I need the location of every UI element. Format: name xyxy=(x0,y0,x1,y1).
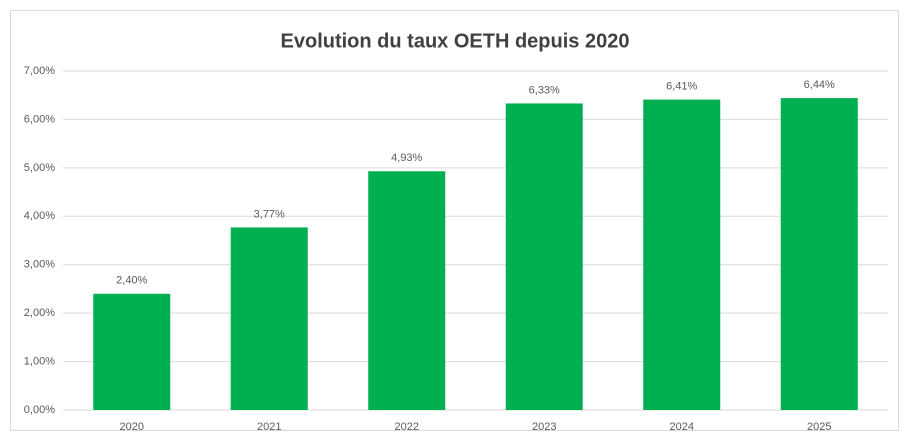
data-label: 3,77% xyxy=(254,208,285,220)
data-label: 2,40% xyxy=(116,275,147,287)
x-tick-label: 2025 xyxy=(807,421,831,433)
bar xyxy=(643,99,721,410)
data-label: 4,93% xyxy=(391,152,422,164)
data-label: 6,41% xyxy=(666,80,697,92)
bar xyxy=(93,293,171,410)
x-tick-label: 2023 xyxy=(532,421,556,433)
bar xyxy=(230,227,308,410)
x-tick-label: 2022 xyxy=(395,421,419,433)
bar xyxy=(780,98,858,411)
chart-title: Evolution du taux OETH depuis 2020 xyxy=(281,30,630,52)
y-tick-label: 1,00% xyxy=(24,355,55,367)
bar xyxy=(368,171,446,410)
y-tick-label: 7,00% xyxy=(24,65,55,77)
y-tick-label: 2,00% xyxy=(24,307,55,319)
x-tick-label: 2021 xyxy=(257,421,281,433)
y-tick-label: 3,00% xyxy=(24,259,55,271)
y-tick-label: 5,00% xyxy=(24,162,55,174)
y-tick-label: 6,00% xyxy=(24,113,55,125)
x-tick-label: 2024 xyxy=(670,421,694,433)
data-label: 6,44% xyxy=(804,79,835,91)
y-tick-label: 4,00% xyxy=(24,210,55,222)
x-tick-label: 2020 xyxy=(120,421,144,433)
data-label: 6,33% xyxy=(529,84,560,96)
y-tick-label: 0,00% xyxy=(24,404,55,416)
bar xyxy=(505,103,583,410)
